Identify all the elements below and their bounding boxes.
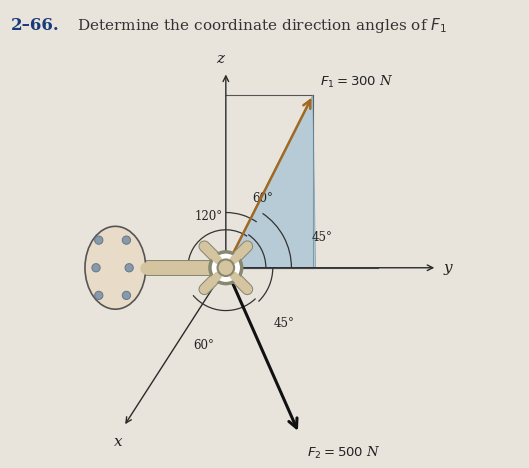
Text: 120°: 120°	[195, 210, 223, 223]
Text: x: x	[114, 435, 122, 449]
Text: 2–66.: 2–66.	[11, 17, 59, 34]
Text: 45°: 45°	[273, 317, 294, 330]
Text: 60°: 60°	[193, 338, 214, 351]
Text: Determine the coordinate direction angles of $F_1$: Determine the coordinate direction angle…	[77, 16, 447, 35]
Circle shape	[122, 236, 131, 244]
Circle shape	[122, 291, 131, 300]
Text: $F_1 = 300$ N: $F_1 = 300$ N	[320, 73, 394, 89]
Circle shape	[95, 291, 103, 300]
Circle shape	[217, 259, 234, 276]
Circle shape	[95, 236, 103, 244]
Circle shape	[125, 263, 133, 272]
Text: $F_2 = 500$ N: $F_2 = 500$ N	[307, 445, 381, 461]
Text: 60°: 60°	[252, 192, 273, 205]
Circle shape	[210, 252, 242, 284]
Ellipse shape	[85, 227, 145, 309]
Text: z: z	[216, 52, 224, 66]
Polygon shape	[226, 95, 316, 268]
Text: y: y	[444, 261, 453, 275]
Circle shape	[92, 263, 100, 272]
Text: 45°: 45°	[312, 231, 332, 244]
